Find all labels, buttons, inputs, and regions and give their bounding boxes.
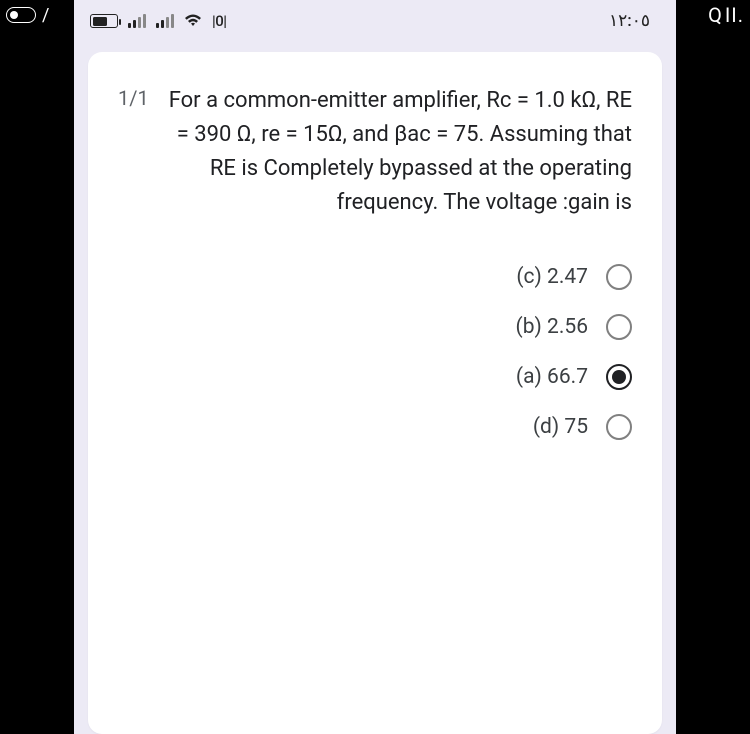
status-bar: |0| ١٢:٠٥: [74, 0, 676, 42]
battery-icon: [90, 14, 118, 28]
overlay-right-text: Q II.: [708, 3, 744, 27]
slash-icon: /: [42, 5, 49, 26]
question-card: 1/1 For a common-emitter amplifier, Rc =…: [88, 52, 662, 734]
camera-pill-icon: [6, 7, 36, 23]
option-c[interactable]: (c) 2.47: [516, 264, 632, 290]
option-label: (a) 66.7: [516, 365, 588, 389]
radio-icon: [606, 314, 632, 340]
status-left-cluster: |0|: [90, 12, 226, 30]
options-list: (c) 2.47 (b) 2.56 (a) 66.7 (d) 75: [118, 264, 632, 440]
signal-icon-1: [128, 14, 146, 28]
signal-icon-2: [156, 14, 174, 28]
radio-icon: [606, 264, 632, 290]
wifi-icon: [184, 13, 202, 30]
question-row: 1/1 For a common-emitter amplifier, Rc =…: [118, 84, 632, 220]
option-b[interactable]: (b) 2.56: [516, 314, 632, 340]
radio-icon: [606, 364, 632, 390]
overlay-q-label: Q: [708, 3, 723, 27]
option-a[interactable]: (a) 66.7: [516, 364, 632, 390]
question-text: For a common-emitter amplifier, Rc = 1.0…: [167, 84, 632, 220]
phone-screen: |0| ١٢:٠٥ 1/1 For a common-emitter ampli…: [74, 0, 676, 734]
question-number: 1/1: [118, 84, 149, 220]
overlay-left-icons: /: [6, 5, 49, 26]
overlay-signal-icon: II.: [725, 3, 744, 27]
status-battery-text: |0|: [212, 12, 226, 30]
option-label: (d) 75: [533, 415, 588, 439]
option-label: (c) 2.47: [516, 265, 588, 289]
option-d[interactable]: (d) 75: [533, 414, 632, 440]
status-time: ١٢:٠٥: [609, 11, 650, 31]
radio-icon: [606, 414, 632, 440]
option-label: (b) 2.56: [516, 315, 588, 339]
